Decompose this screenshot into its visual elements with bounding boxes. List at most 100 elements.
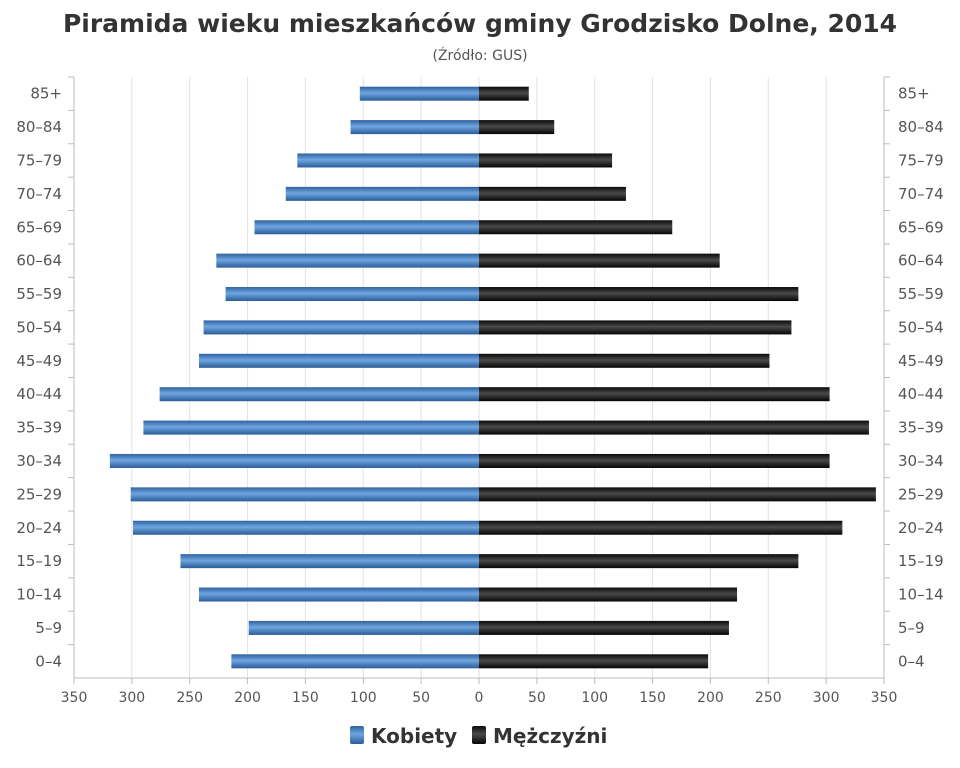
x-tick-label: 50 [528, 690, 546, 706]
legend-label-men: Mężczyźni [493, 724, 607, 748]
bar-men-40–44[interactable] [479, 387, 830, 402]
age-label-right: 55–59 [898, 285, 944, 303]
age-label-right: 40–44 [898, 385, 944, 403]
bar-women-35–39[interactable] [143, 420, 479, 435]
bar-women-55–59[interactable] [225, 287, 479, 302]
bar-men-30–34[interactable] [479, 453, 830, 468]
bar-women-65–69[interactable] [254, 220, 479, 235]
age-label-right: 70–74 [898, 185, 944, 203]
bar-men-65–69[interactable] [479, 220, 673, 235]
age-label-right: 85+ [898, 85, 930, 103]
age-label-left: 30–34 [16, 452, 62, 470]
age-label-left: 75–79 [16, 151, 62, 169]
bar-women-45–49[interactable] [198, 353, 479, 368]
x-tick-label: 300 [118, 690, 145, 706]
chart-title: Piramida wieku mieszkańców gminy Grodzis… [63, 9, 897, 38]
bar-men-25–29[interactable] [479, 487, 876, 502]
x-tick-label: 200 [234, 690, 261, 706]
age-label-left: 10–14 [16, 586, 62, 604]
age-label-right: 35–39 [898, 419, 944, 437]
bar-women-70–74[interactable] [285, 186, 479, 201]
bar-men-75–79[interactable] [479, 153, 613, 168]
bar-women-10–14[interactable] [198, 587, 479, 602]
age-label-left: 40–44 [16, 385, 62, 403]
x-tick-label: 50 [412, 690, 430, 706]
age-label-right: 0–4 [898, 652, 925, 670]
x-tick-label: 250 [176, 690, 203, 706]
bar-men-10–14[interactable] [479, 587, 738, 602]
bar-women-50–54[interactable] [203, 320, 479, 335]
bar-men-80–84[interactable] [479, 120, 555, 135]
bar-women-80–84[interactable] [350, 120, 479, 135]
age-label-left: 15–19 [16, 552, 62, 570]
age-label-right: 10–14 [898, 586, 944, 604]
x-tick-label: 200 [697, 690, 724, 706]
bar-women-25–29[interactable] [130, 487, 479, 502]
bar-men-50–54[interactable] [479, 320, 792, 335]
bar-men-35–39[interactable] [479, 420, 869, 435]
bar-men-20–24[interactable] [479, 520, 843, 535]
chart-subtitle: (Źródło: GUS) [432, 46, 527, 64]
age-label-right: 65–69 [898, 218, 944, 236]
age-label-left: 55–59 [16, 285, 62, 303]
age-label-right: 60–64 [898, 252, 944, 270]
x-tick-label: 100 [350, 690, 377, 706]
age-label-left: 0–4 [35, 652, 62, 670]
legend-item-men[interactable]: Mężczyźni [472, 724, 607, 748]
bar-women-20–24[interactable] [133, 520, 479, 535]
x-tick-label: 150 [639, 690, 666, 706]
bar-women-40–44[interactable] [159, 387, 479, 402]
age-label-right: 20–24 [898, 519, 944, 537]
age-label-right: 50–54 [898, 318, 944, 336]
age-label-left: 45–49 [16, 352, 62, 370]
legend-item-women[interactable]: Kobiety [350, 724, 457, 748]
bar-men-0–4[interactable] [479, 654, 709, 669]
x-tick-label: 150 [292, 690, 319, 706]
age-label-left: 50–54 [16, 318, 62, 336]
legend-swatch-men [472, 726, 486, 744]
age-label-right: 80–84 [898, 118, 944, 136]
age-label-left: 85+ [30, 85, 62, 103]
bar-women-5–9[interactable] [248, 620, 479, 635]
x-tick-labels: 350 300 250 200 150 100 50 0 50 100 150 200 250 300 35… [61, 690, 898, 706]
legend: Kobiety Mężczyźni [350, 724, 607, 748]
bars [109, 86, 876, 669]
bar-men-70–74[interactable] [479, 186, 626, 201]
age-label-right: 15–19 [898, 552, 944, 570]
age-label-right: 30–34 [898, 452, 944, 470]
grid [73, 77, 885, 678]
axes [68, 76, 890, 684]
age-label-left: 5–9 [35, 619, 62, 637]
bar-women-0–4[interactable] [231, 654, 479, 669]
bar-men-15–19[interactable] [479, 554, 799, 569]
age-label-right: 75–79 [898, 151, 944, 169]
age-labels: 85+ 85+ 80–84 80–84 75–79 75–79 70–74 70–74 65–6… [16, 85, 943, 671]
age-label-right: 25–29 [898, 485, 944, 503]
bar-men-60–64[interactable] [479, 253, 720, 268]
x-tick-label: 350 [61, 690, 88, 706]
bar-women-85+[interactable] [359, 86, 479, 101]
bar-men-45–49[interactable] [479, 353, 770, 368]
bar-men-55–59[interactable] [479, 287, 799, 302]
legend-swatch-women [350, 726, 364, 744]
age-label-left: 80–84 [16, 118, 62, 136]
age-label-right: 45–49 [898, 352, 944, 370]
x-tick-label: 250 [755, 690, 782, 706]
age-label-left: 70–74 [16, 185, 62, 203]
age-label-left: 20–24 [16, 519, 62, 537]
bar-women-15–19[interactable] [180, 554, 479, 569]
age-label-left: 60–64 [16, 252, 62, 270]
bar-women-75–79[interactable] [297, 153, 479, 168]
bar-women-30–34[interactable] [109, 453, 479, 468]
age-label-left: 65–69 [16, 218, 62, 236]
x-tick-label: 300 [813, 690, 840, 706]
bar-women-60–64[interactable] [216, 253, 480, 268]
age-label-left: 35–39 [16, 419, 62, 437]
x-tick-label: 100 [581, 690, 608, 706]
legend-label-women: Kobiety [371, 724, 457, 748]
x-tick-label: 350 [871, 690, 898, 706]
x-tick-label: 0 [475, 690, 484, 706]
bar-men-85+[interactable] [479, 86, 529, 101]
bar-men-5–9[interactable] [479, 620, 729, 635]
